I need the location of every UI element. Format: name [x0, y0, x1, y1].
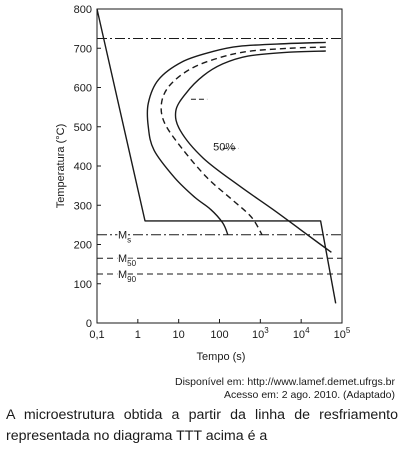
y-tick-label: 500: [74, 122, 92, 134]
y-axis-title: Temperatura (°C): [55, 124, 67, 208]
y-tick-label: 200: [74, 240, 92, 252]
reference-label: Ms: [118, 230, 131, 245]
y-tick-label: 100: [74, 279, 92, 291]
hold-marks: [190, 98, 239, 149]
y-tick-label: 300: [74, 200, 92, 212]
y-tick-label: 800: [74, 4, 92, 16]
x-tick-label: 10: [173, 329, 185, 341]
x-axis: 0,1 1 10 100 103 104 105: [89, 319, 351, 341]
x-axis-title: Tempo (s): [197, 351, 246, 363]
y-tick-label: 0: [86, 318, 92, 330]
x-tick-label: 103: [252, 326, 269, 341]
reference-label: M90: [118, 269, 137, 284]
x-tick-label: 100: [210, 329, 228, 341]
cooling-path: [96, 8, 337, 304]
start-curve: [146, 41, 326, 235]
ttt-diagram: 0 100 200 300 400 500 600 700 800 0,1 1 10 100 103 10…: [55, 4, 351, 363]
transformation-curves: [96, 8, 337, 304]
end-curve: [174, 50, 332, 253]
y-axis: 0 100 200 300 400 500 600 700 800: [74, 4, 101, 330]
source-access-date: Acesso em: 2 ago. 2010. (Adaptado): [223, 389, 395, 401]
x-tick-label: 104: [293, 326, 310, 341]
y-tick-label: 400: [74, 161, 92, 173]
question-text-line-2: representada no diagrama TTT acima é a: [6, 428, 268, 444]
y-tick-label: 600: [74, 83, 92, 95]
50-percent-curve: [160, 46, 326, 236]
curve-annotation: 50%: [213, 141, 235, 153]
question-text-line-1: A microestrutura obtida a partir da linh…: [6, 407, 398, 423]
x-tick-label: 0,1: [89, 329, 104, 341]
y-tick-label: 700: [74, 43, 92, 55]
reference-label: M50: [118, 253, 137, 268]
annotations: 50%: [213, 141, 235, 153]
x-tick-label: 105: [334, 326, 351, 341]
x-tick-label: 1: [135, 329, 141, 341]
source-url: Disponível em: http://www.lamef.demet.uf…: [174, 376, 395, 388]
